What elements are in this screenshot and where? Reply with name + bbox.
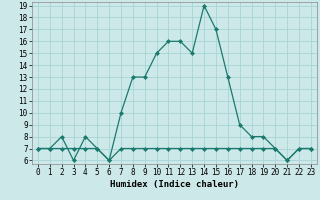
X-axis label: Humidex (Indice chaleur): Humidex (Indice chaleur) (110, 180, 239, 189)
